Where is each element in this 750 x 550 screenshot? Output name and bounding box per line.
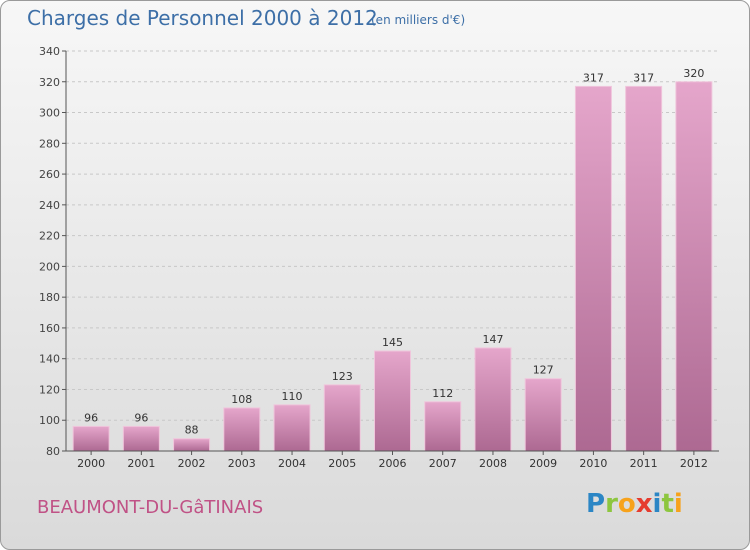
x-tick-label: 2002 [178, 457, 206, 470]
data-label: 88 [185, 424, 199, 437]
x-tick-label: 2012 [680, 457, 708, 470]
y-tick-label: 80 [46, 445, 60, 458]
x-tick-label: 2006 [379, 457, 407, 470]
y-tick-label: 300 [39, 107, 60, 120]
y-tick-label: 120 [39, 383, 60, 396]
y-tick-label: 100 [39, 414, 60, 427]
data-label: 108 [231, 393, 252, 406]
y-tick-label: 320 [39, 76, 60, 89]
y-tick-label: 340 [39, 45, 60, 58]
logo-letter: x [635, 489, 653, 519]
logo-letter: r [605, 489, 618, 519]
y-tick-label: 200 [39, 260, 60, 273]
bar [625, 85, 663, 452]
bar [524, 378, 562, 452]
x-tick-label: 2011 [630, 457, 658, 470]
bars: 96 96 88 108 110 123 145 112 147 127 317 317 320 [72, 67, 713, 452]
proxiti-logo: Proxiti [586, 489, 683, 519]
x-tick-label: 2010 [579, 457, 607, 470]
x-tick-label: 2005 [328, 457, 356, 470]
x-tick-label: 2000 [77, 457, 105, 470]
data-label: 112 [432, 387, 453, 400]
bar [424, 401, 462, 452]
logo-letter: o [617, 489, 636, 519]
bar [574, 85, 612, 452]
data-label: 127 [533, 364, 554, 377]
y-tick-label: 240 [39, 199, 60, 212]
logo-letter: i [673, 489, 683, 519]
x-tick-label: 2004 [278, 457, 306, 470]
location-name: BEAUMONT-DU-GâTINAIS [37, 497, 264, 518]
bar [273, 404, 311, 452]
bar [474, 347, 512, 452]
x-tick-label: 2008 [479, 457, 507, 470]
bar [173, 438, 211, 452]
data-label: 123 [332, 370, 353, 383]
data-label: 110 [282, 390, 303, 403]
data-label: 96 [134, 411, 148, 424]
data-label: 145 [382, 336, 403, 349]
y-tick-label: 160 [39, 322, 60, 335]
y-tick-label: 280 [39, 137, 60, 150]
data-label: 317 [583, 71, 604, 84]
data-label: 96 [84, 411, 98, 424]
x-tick-label: 2007 [429, 457, 457, 470]
bar [323, 384, 361, 452]
y-tick-label: 220 [39, 230, 60, 243]
y-tick-label: 260 [39, 168, 60, 181]
data-label: 320 [683, 67, 704, 80]
bar [72, 425, 110, 452]
chart-title: Charges de Personnel 2000 à 2012 [27, 6, 378, 30]
data-label: 317 [633, 71, 654, 84]
bar [122, 425, 160, 452]
x-tick-label: 2003 [228, 457, 256, 470]
bar [374, 350, 411, 452]
bar [223, 407, 261, 452]
logo-letter: t [661, 489, 674, 519]
bar [675, 81, 713, 452]
data-label: 147 [482, 333, 503, 346]
chart-subtitle: (en milliers d'€) [371, 13, 466, 27]
logo-letter: P [586, 489, 606, 519]
x-tick-label: 2001 [127, 457, 155, 470]
y-tick-label: 140 [39, 353, 60, 366]
logo-letter: i [652, 489, 662, 519]
x-tick-label: 2009 [529, 457, 557, 470]
axes: 80 100 120 140 160 180 200 220 240 260 280 300 320 34… [39, 45, 719, 470]
y-tick-label: 180 [39, 291, 60, 304]
